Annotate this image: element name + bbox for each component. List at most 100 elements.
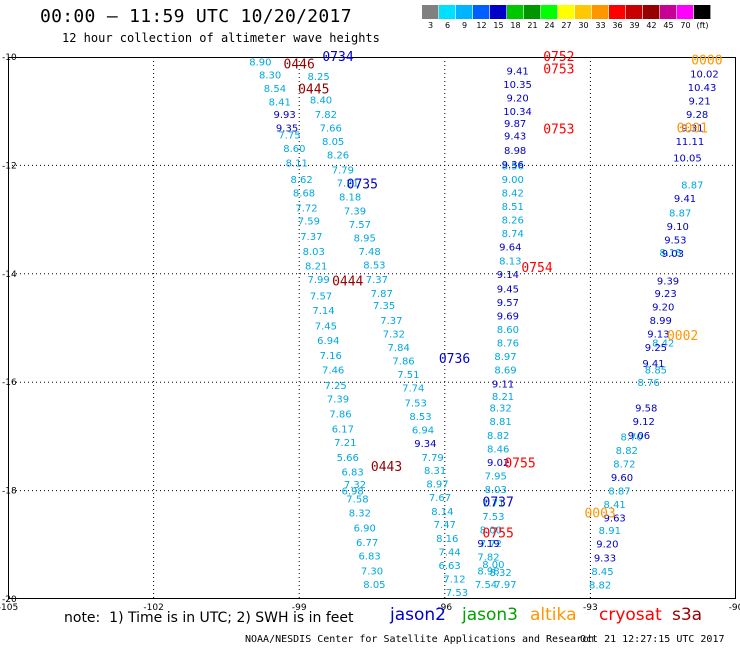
track-time-label: 0735	[347, 177, 378, 192]
wave-height-value: 9.13	[647, 329, 669, 340]
wave-height-value: 9.43	[504, 132, 526, 143]
y-tick-label: -14	[2, 270, 17, 280]
wave-height-value: 9.58	[635, 404, 657, 415]
page-subtitle: 12 hour collection of altimeter wave hei…	[62, 31, 380, 45]
wave-height-value: 7.57	[310, 291, 332, 302]
wave-height-value: 8.14	[431, 507, 453, 518]
wave-height-value: 7.25	[324, 381, 346, 392]
wave-height-value: 8.18	[339, 192, 361, 203]
legend-swatch	[422, 5, 439, 19]
wave-height-value: 8.54	[264, 84, 286, 95]
track-time-label: 0001	[677, 121, 708, 136]
wave-height-value: 8.16	[436, 534, 458, 545]
wave-height-value: 7.84	[388, 343, 410, 354]
wave-height-value: 6.63	[439, 561, 461, 572]
legend-swatch	[558, 5, 575, 19]
legend-label: (ft)	[696, 21, 709, 30]
wave-height-value: 7.48	[358, 247, 380, 258]
wave-height-value: 7.71	[482, 499, 504, 510]
wave-height-value: 9.87	[504, 119, 526, 130]
wave-height-value: 7.32	[344, 480, 366, 491]
track-time-label: 0737	[483, 495, 514, 510]
wave-height-value: 7.53	[405, 398, 427, 409]
wave-height-value: 6.77	[356, 538, 378, 549]
legend-label: 24	[544, 21, 555, 30]
wave-height-value: 8.99	[650, 316, 672, 327]
legend-label: 21	[527, 21, 538, 30]
wave-height-value: 8.03	[485, 485, 507, 496]
legend-swatch	[694, 5, 711, 19]
legend-label: 39	[629, 21, 640, 30]
x-tick-label: -90	[729, 603, 740, 613]
wave-height-value: 9.25	[645, 343, 667, 354]
wave-height-value: 7.21	[337, 179, 359, 190]
wave-height-value: 8.82	[487, 431, 509, 442]
wave-height-value: 8.00	[480, 526, 502, 537]
track-time-label: 0000	[691, 54, 722, 69]
legend-label: 3	[427, 21, 434, 30]
wave-height-value: 9.33	[594, 553, 616, 564]
x-tick-label: -99	[292, 603, 307, 613]
track-time-label: 0444	[332, 274, 363, 289]
wave-height-value: 8.40	[310, 95, 332, 106]
wave-height-value: 8.85	[645, 366, 667, 377]
wave-height-value: 10.35	[503, 80, 532, 91]
wave-height-value: 7.95	[485, 471, 507, 482]
wave-height-value: 7.67	[429, 493, 451, 504]
wave-height-value: 7.74	[402, 384, 424, 395]
wave-height-value: 7.53	[482, 512, 504, 523]
wave-height-value: 7.66	[320, 123, 342, 134]
wave-height-value: 7.79	[332, 166, 354, 177]
track-time-label: 0754	[521, 261, 552, 276]
wave-height-value: 7.35	[373, 301, 395, 312]
wave-height-value: 9.20	[506, 94, 528, 105]
track-time-label: 0443	[371, 460, 402, 475]
plot-frame	[8, 57, 736, 599]
track-time-label: 0755	[483, 526, 514, 541]
y-tick-label: -10	[2, 53, 17, 63]
wave-height-value: 7.79	[422, 453, 444, 464]
wave-height-value: 9.64	[499, 243, 521, 254]
wave-height-value: 7.37	[380, 316, 402, 327]
wave-height-value: 9.14	[497, 270, 519, 281]
y-tick-label: -16	[2, 378, 17, 388]
wave-height-value: 8.42	[502, 189, 524, 200]
wave-height-value: 8.53	[409, 412, 431, 423]
wave-height-value: 7.82	[315, 110, 337, 121]
legend-swatch	[524, 5, 541, 19]
wave-height-value: 10.43	[688, 83, 717, 94]
wave-height-value: 8.91	[599, 526, 621, 537]
wave-height-value: 8.13	[499, 256, 521, 267]
wave-height-value: 9.20	[596, 540, 618, 551]
wave-height-value: 9.57	[497, 298, 519, 309]
wave-height-value: 6.94	[412, 425, 434, 436]
legend-swatch	[507, 5, 524, 19]
wave-height-value: 7.58	[346, 495, 368, 506]
wave-height-value: 8.82	[616, 446, 638, 457]
wave-height-value: 9.23	[654, 289, 676, 300]
legend-label: 33	[595, 21, 606, 30]
wave-height-value: 9.12	[633, 417, 655, 428]
x-tick-label: -102	[143, 603, 163, 613]
legend-label: 6	[444, 21, 451, 30]
wave-height-value: 8.51	[502, 202, 524, 213]
wave-height-value: 9.60	[611, 473, 633, 484]
wave-height-value: 8.72	[613, 460, 635, 471]
wave-height-value: 8.32	[349, 508, 371, 519]
wave-height-value: 9.93	[274, 110, 296, 121]
wave-height-value: 9.02	[487, 458, 509, 469]
wave-height-value: 8.87	[608, 487, 630, 498]
wave-height-value: 7.87	[371, 289, 393, 300]
wave-height-value: 9.20	[652, 302, 674, 313]
wave-height-value: 7.45	[315, 321, 337, 332]
legend-swatch	[456, 5, 473, 19]
wave-height-value: 8.74	[502, 229, 524, 240]
track-time-label: 0003	[584, 506, 615, 521]
track-time-label: 0753	[543, 123, 574, 138]
x-tick-label: -96	[437, 603, 452, 613]
page-title: 00:00 – 11:59 UTC 10/20/2017	[40, 6, 352, 27]
wave-height-value: 6.94	[317, 336, 339, 347]
legend-label: 27	[561, 21, 572, 30]
